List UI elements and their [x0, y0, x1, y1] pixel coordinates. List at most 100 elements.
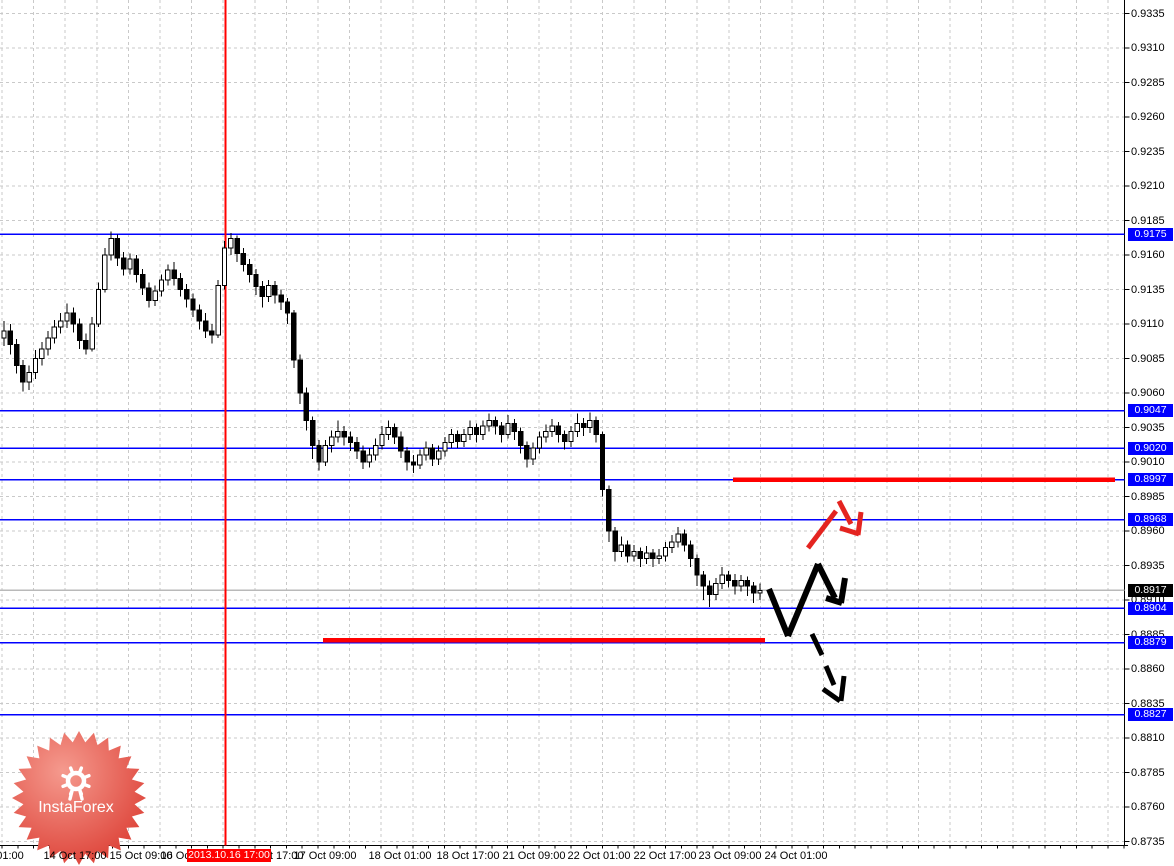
candle	[240, 253, 247, 266]
candle	[360, 450, 366, 463]
candle	[152, 290, 158, 302]
candle	[259, 286, 266, 297]
black-dashed-arrow-annotation[interactable]	[838, 675, 847, 702]
candle	[744, 580, 751, 587]
candle	[517, 431, 524, 446]
candle	[127, 258, 133, 270]
price-tick-label: 0.9335	[1131, 7, 1165, 20]
candle	[398, 436, 404, 452]
candle	[738, 580, 744, 587]
candle	[549, 425, 555, 433]
candle	[757, 589, 763, 594]
candle	[606, 489, 612, 532]
time-tick-label: 24 Oct 01:00	[764, 850, 828, 862]
level-price-label: 0.9020	[1128, 441, 1173, 455]
candle	[265, 284, 272, 297]
price-tick-label: 0.9060	[1131, 387, 1165, 399]
gear-leg	[78, 789, 84, 801]
candle	[618, 544, 625, 553]
candle	[530, 447, 536, 460]
candle	[278, 294, 284, 303]
price-tick-label: 0.9235	[1131, 145, 1165, 158]
price-tick-label: 0.8735	[1131, 835, 1165, 848]
price-tick-label: 0.9210	[1131, 180, 1165, 192]
black-dashed-arrow-annotation[interactable]	[809, 632, 825, 657]
black-zigzag-arrow-annotation[interactable]	[785, 562, 821, 638]
time-tick-label: 23 Oct 09:00	[698, 850, 762, 862]
candle	[417, 454, 423, 466]
red-arrow-annotation[interactable]	[855, 511, 864, 536]
candle	[335, 431, 341, 438]
black-zigzag-arrow-annotation[interactable]	[815, 562, 838, 600]
price-tick-label: 0.9310	[1131, 42, 1165, 54]
candle	[83, 340, 89, 350]
candle	[202, 320, 209, 332]
candle	[467, 427, 473, 435]
candle	[228, 237, 234, 249]
candle	[499, 425, 505, 435]
candle	[108, 237, 114, 256]
candle	[291, 312, 297, 361]
candle	[625, 544, 631, 557]
candle	[492, 420, 499, 427]
price-tick-label: 0.8960	[1131, 525, 1165, 537]
black-zigzag-arrow-annotation[interactable]	[766, 587, 791, 638]
gear-icon	[65, 770, 87, 792]
candle	[171, 269, 177, 279]
candle	[574, 422, 580, 433]
candle	[473, 427, 480, 435]
black-dashed-arrow-annotation[interactable]	[823, 665, 837, 686]
candle	[354, 442, 360, 452]
candle	[121, 257, 127, 270]
candle	[719, 574, 725, 584]
candle	[303, 392, 310, 422]
candle	[184, 289, 190, 300]
candle	[32, 358, 39, 373]
candle	[725, 574, 732, 582]
gear-tooth	[61, 783, 69, 789]
candle	[391, 427, 398, 438]
candle	[215, 284, 221, 336]
candle	[442, 442, 448, 452]
candle	[177, 277, 184, 290]
candle	[146, 287, 152, 302]
candle	[637, 551, 643, 560]
candle	[688, 544, 694, 560]
candle	[675, 533, 681, 543]
price-tick-label: 0.8810	[1131, 732, 1165, 744]
black-dashed-arrow-annotation[interactable]	[821, 686, 842, 704]
gear-tooth	[83, 783, 91, 789]
candle	[45, 337, 51, 350]
candle	[322, 444, 329, 463]
price-tick-label: 0.8860	[1131, 663, 1165, 675]
time-tick-label: 01:00	[0, 850, 24, 862]
candle	[631, 551, 637, 557]
candle	[404, 450, 410, 463]
candle	[599, 433, 606, 491]
candle	[429, 447, 436, 460]
candle	[209, 330, 215, 336]
black-zigzag-arrow-annotation[interactable]	[838, 577, 848, 604]
candle	[713, 582, 719, 595]
price-tick-label: 0.8985	[1131, 490, 1165, 503]
candle	[272, 284, 278, 296]
candle	[114, 237, 121, 259]
red-arrow-annotation[interactable]	[836, 499, 854, 526]
gear-tooth	[78, 766, 84, 774]
candle	[562, 433, 568, 442]
price-tick-label: 0.9035	[1131, 421, 1165, 434]
candle	[448, 433, 455, 444]
red-arrow-annotation[interactable]	[806, 509, 838, 550]
candle	[341, 431, 347, 438]
candle	[410, 461, 417, 466]
candle	[234, 237, 240, 255]
candle	[373, 444, 379, 456]
level-price-label: 0.8879	[1128, 636, 1173, 650]
candle	[656, 555, 662, 560]
candle	[505, 422, 511, 435]
price-tick-label: 0.9160	[1131, 249, 1165, 261]
price-tick-label: 0.9085	[1131, 352, 1165, 365]
candle	[39, 348, 45, 359]
price-tick-label: 0.8935	[1131, 559, 1165, 572]
